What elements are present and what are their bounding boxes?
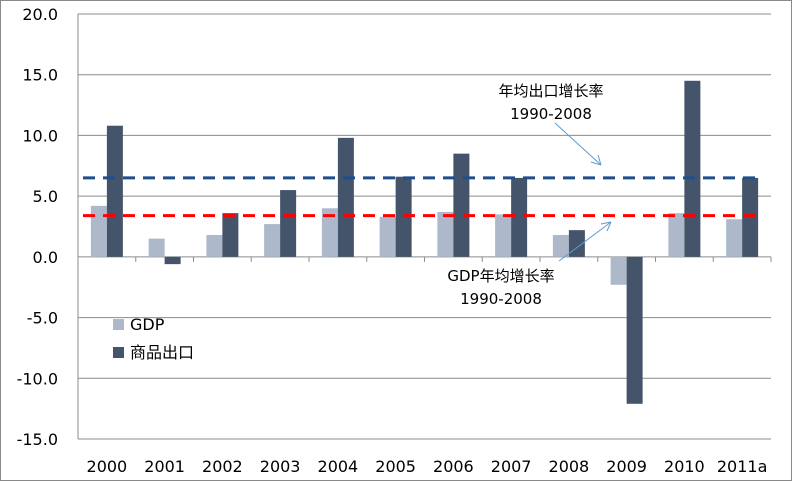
- bar-gdp: [148, 238, 165, 257]
- bar-gdp: [321, 208, 338, 257]
- bar-gdp: [668, 213, 685, 257]
- legend-label: 商品出口: [130, 343, 194, 362]
- arrow-head-icon: [590, 154, 602, 166]
- x-tick-label: 2007: [491, 457, 532, 476]
- annotation-export-years: 1990-2008: [510, 105, 592, 123]
- x-tick-label: 2001: [144, 457, 185, 476]
- y-tick-label: -5.0: [27, 309, 58, 328]
- y-tick-label: 15.0: [22, 66, 58, 85]
- bar-gdp: [206, 235, 223, 257]
- bar-gdp: [379, 216, 396, 257]
- bar-gdp: [610, 256, 627, 285]
- y-tick-label: 5.0: [33, 187, 58, 206]
- bar-export: [742, 177, 759, 257]
- bar-gdp: [90, 205, 107, 257]
- bar-export: [164, 256, 181, 265]
- bar-export: [337, 137, 354, 257]
- x-tick-label: 2000: [87, 457, 128, 476]
- annotation-gdp-years: 1990-2008: [460, 290, 542, 308]
- bar-gdp: [264, 224, 281, 257]
- x-tick-label: 2002: [202, 457, 243, 476]
- annotation-arrow: [554, 122, 602, 166]
- x-tick-label: 2005: [375, 457, 416, 476]
- annotation-gdp-label: GDP年均增长率: [447, 267, 554, 285]
- x-tick-label: 2004: [318, 457, 359, 476]
- bar-export: [626, 256, 643, 404]
- x-tick-label: 2010: [664, 457, 705, 476]
- bar-export: [222, 213, 239, 257]
- y-tick-label: 10.0: [22, 126, 58, 145]
- y-tick-label: 0.0: [33, 248, 58, 267]
- annotation-export-label: 年均出口增长率: [498, 82, 603, 100]
- x-tick-label: 2008: [549, 457, 590, 476]
- bar-export: [684, 80, 701, 257]
- legend-swatch: [113, 319, 124, 330]
- x-tick-label: 2009: [606, 457, 647, 476]
- x-tick-label: 2006: [433, 457, 474, 476]
- bar-gdp: [495, 214, 512, 257]
- bar-gdp: [437, 211, 454, 257]
- bar-export: [511, 177, 528, 257]
- legend-label: GDP: [130, 315, 165, 334]
- bar-export: [106, 125, 123, 257]
- y-tick-label: -15.0: [17, 430, 58, 449]
- bar-export: [453, 153, 470, 257]
- bar-gdp: [726, 219, 743, 257]
- y-tick-label: -10.0: [17, 369, 58, 388]
- bar-export: [280, 190, 297, 257]
- y-tick-label: 20.0: [22, 5, 58, 24]
- x-tick-label: 2011a: [717, 457, 768, 476]
- legend-swatch: [113, 347, 124, 358]
- x-tick-label: 2003: [260, 457, 301, 476]
- bar-gdp: [552, 235, 569, 257]
- arrow-head-icon: [600, 221, 612, 232]
- annotation-arrow: [558, 221, 612, 262]
